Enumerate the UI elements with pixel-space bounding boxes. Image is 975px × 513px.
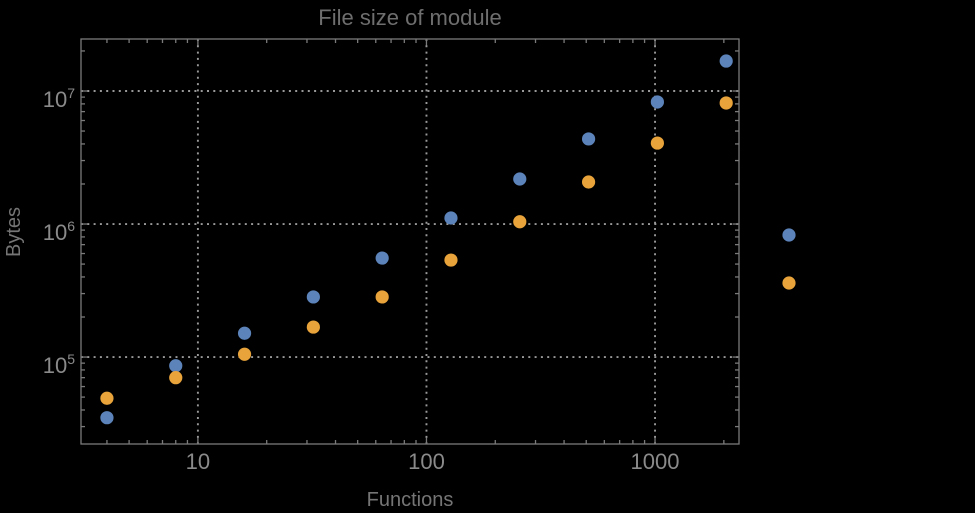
y-tick-label: 106 (43, 218, 75, 245)
data-point (513, 172, 527, 186)
legend-marker (782, 228, 796, 242)
data-point (581, 132, 596, 146)
x-tick-label: 10 (186, 449, 210, 474)
data-point (169, 359, 183, 373)
y-tick-label: 107 (43, 85, 75, 112)
data-point (581, 175, 596, 189)
data-point (444, 253, 458, 267)
data-point (513, 215, 527, 229)
y-axis-label: Bytes (3, 207, 25, 257)
x-tick-labels: 10 100 1000 (186, 449, 680, 474)
data-point (100, 411, 114, 425)
y-tick-label: 105 (43, 351, 75, 378)
data-point (444, 211, 458, 225)
data-point (237, 347, 252, 361)
legend-markers (782, 228, 796, 290)
x-tick-label: 1000 (631, 449, 680, 474)
data-point (719, 96, 733, 110)
data-point (169, 371, 183, 385)
series-series-2-orange (100, 96, 733, 405)
legend-marker (782, 276, 796, 290)
data-point (306, 320, 320, 334)
data-point (719, 54, 733, 68)
plot-frame (80, 38, 740, 445)
series-series-1-blue (100, 54, 733, 425)
data-point (650, 95, 664, 109)
data-point (650, 136, 664, 150)
data-point (100, 391, 114, 405)
axis-ticks (81, 39, 739, 444)
chart-title: File size of module (318, 5, 501, 30)
x-tick-label: 100 (408, 449, 445, 474)
data-point (375, 290, 389, 304)
data-point (375, 251, 389, 265)
data-point (306, 290, 320, 304)
x-axis-label: Functions (367, 489, 454, 511)
data-point (237, 326, 252, 340)
data-points-layer (100, 54, 733, 425)
y-tick-labels: 105 106 107 (43, 85, 75, 378)
gridlines (81, 39, 739, 444)
